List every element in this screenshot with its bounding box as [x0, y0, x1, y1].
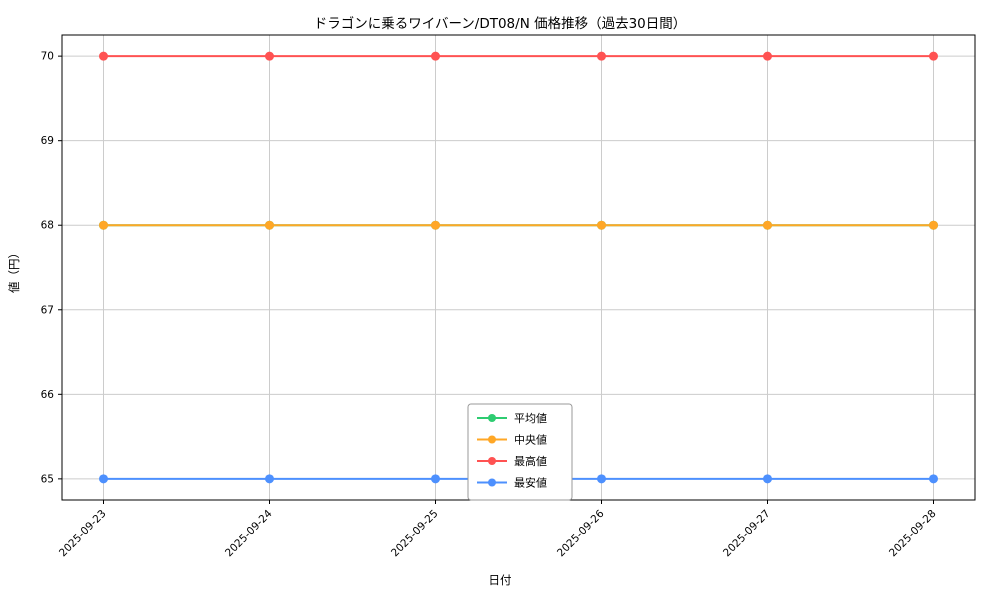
svg-text:最高値: 最高値: [514, 454, 547, 468]
svg-text:最安値: 最安値: [514, 476, 547, 490]
svg-text:68: 68: [41, 220, 54, 232]
chart-title: ドラゴンに乗るワイバーン/DT08/N 価格推移（過去30日間）: [313, 16, 687, 32]
svg-text:中央値: 中央値: [514, 434, 547, 447]
svg-text:67: 67: [41, 304, 54, 316]
x-axis-label: 日付: [488, 573, 512, 587]
svg-text:平均値: 平均値: [514, 412, 547, 425]
svg-text:70: 70: [41, 51, 54, 63]
svg-text:65: 65: [41, 473, 54, 485]
y-axis-label: 値（円）: [7, 247, 21, 293]
svg-text:69: 69: [41, 135, 54, 147]
svg-text:66: 66: [41, 389, 55, 401]
